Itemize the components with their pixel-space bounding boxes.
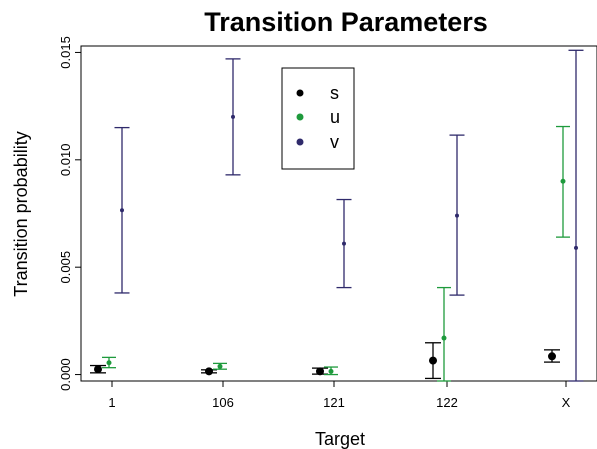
x-tick-label: 122 (436, 395, 458, 410)
data-point (429, 356, 437, 365)
data-point (560, 178, 566, 184)
data-point (231, 114, 235, 119)
legend-label: v (330, 132, 339, 152)
data-point (205, 367, 213, 376)
y-axis-title: Transition probability (11, 131, 31, 296)
x-tick-label: 1 (108, 395, 115, 410)
data-point (217, 363, 223, 369)
legend-marker (296, 138, 304, 146)
chart-title: Transition Parameters (204, 7, 488, 37)
y-tick-label: 0.015 (58, 36, 73, 69)
plot-frame (80, 45, 597, 382)
legend-label: s (330, 83, 339, 103)
data-point (455, 213, 459, 218)
data-point (548, 352, 556, 361)
data-point (574, 245, 578, 250)
y-tick-label: 0.000 (58, 358, 73, 391)
data-point (120, 208, 124, 213)
data-point (328, 368, 334, 374)
data-point (316, 367, 324, 376)
legend: suv (281, 67, 355, 170)
x-tick-label: 106 (212, 395, 234, 410)
legend-marker (296, 89, 304, 97)
y-tick-label: 0.010 (58, 144, 73, 177)
data-marks (90, 49, 584, 382)
x-axis-title: Target (315, 429, 365, 449)
data-point (106, 360, 112, 366)
x-axis: 1 106 121 122 X (108, 381, 571, 410)
y-axis: 0.000 0.005 0.010 0.015 (58, 36, 81, 391)
data-point (441, 335, 447, 341)
legend-box (281, 67, 355, 170)
x-tick-label: X (562, 395, 571, 410)
legend-label: u (330, 107, 340, 127)
y-tick-label: 0.005 (58, 251, 73, 284)
x-tick-label: 121 (323, 395, 345, 410)
legend-marker (296, 113, 304, 121)
data-point (94, 365, 102, 374)
data-point (342, 241, 346, 246)
